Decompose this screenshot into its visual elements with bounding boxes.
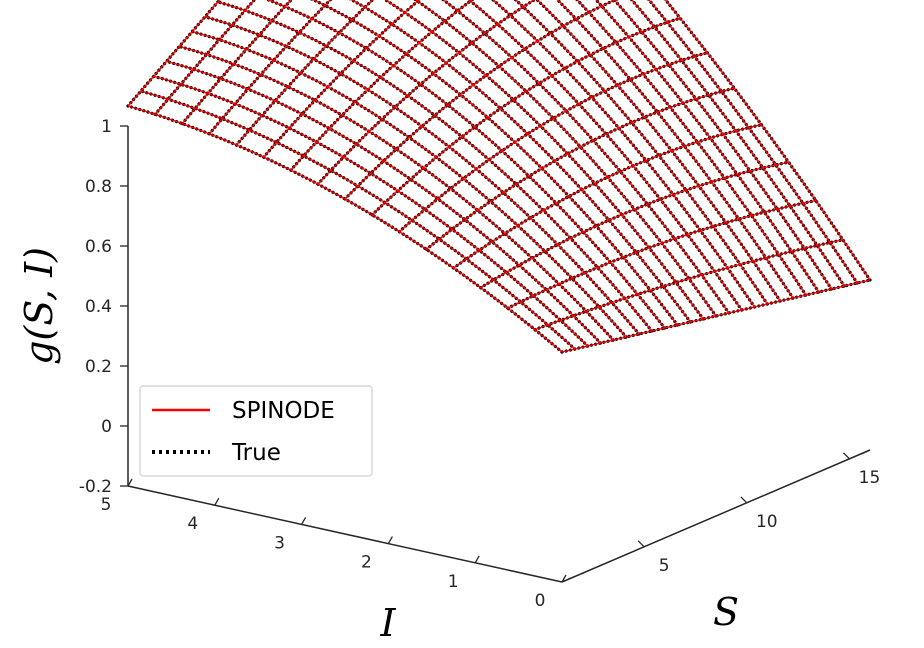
i-ticks: 0 1 2 3 4 5 xyxy=(101,478,567,611)
true-mesh-line-i xyxy=(506,198,818,310)
i-tick-mark xyxy=(127,478,133,487)
spinode-mesh-line-i xyxy=(290,0,473,171)
z-tick-label: 0.4 xyxy=(85,297,112,317)
legend-box xyxy=(139,385,373,477)
s-tick-label: 15 xyxy=(859,468,881,488)
spinode-mesh-line-i xyxy=(317,0,536,185)
true-mesh-line-i xyxy=(533,238,845,332)
spinode-mesh-line-i xyxy=(398,52,708,233)
spinode-mesh-line-s xyxy=(648,0,858,284)
i-tick-label: 3 xyxy=(274,533,285,553)
true-mesh-line-s xyxy=(177,44,615,342)
legend-label-spinode: SPINODE xyxy=(232,398,335,424)
true-mesh-line-s xyxy=(575,0,808,297)
series-true-surface xyxy=(126,0,872,354)
spinode-mesh-line-i xyxy=(208,0,332,135)
true-mesh-line-s xyxy=(126,104,564,354)
spinode-mesh-line-i xyxy=(480,161,789,289)
s-tick-mark xyxy=(740,496,748,504)
spinode-mesh-line-i xyxy=(181,0,292,125)
s-ticks: 5 10 15 xyxy=(637,452,881,576)
s-axis-label: S xyxy=(713,590,739,634)
spinode-mesh-line-s xyxy=(127,105,563,353)
i-tick-mark xyxy=(474,555,480,564)
spinode-mesh-line-i xyxy=(534,239,844,331)
true-mesh-line-s xyxy=(348,0,692,324)
s-tick-label: 10 xyxy=(756,512,778,532)
spinode-mesh-line-s xyxy=(350,0,691,323)
s-tick-mark xyxy=(843,452,850,460)
spinode-mesh-line-i xyxy=(127,0,221,107)
i-axis-line xyxy=(127,485,563,583)
i-tick-mark xyxy=(301,517,307,525)
spinode-mesh-line-s xyxy=(664,0,871,281)
i-tick-label: 1 xyxy=(448,572,459,592)
spinode-mesh-line-i xyxy=(263,0,421,158)
i-tick-label: 5 xyxy=(101,495,112,515)
series-spinode-surface xyxy=(127,0,871,353)
s-tick-mark xyxy=(637,540,645,548)
i-tick-label: 4 xyxy=(187,514,198,534)
i-tick-mark xyxy=(387,536,393,544)
true-mesh-line-s xyxy=(629,0,846,288)
z-tick-label: 0 xyxy=(101,417,112,437)
z-tick-label: -0.2 xyxy=(79,477,112,497)
true-mesh-line-s xyxy=(646,0,859,285)
spinode-mesh-line-i xyxy=(236,0,374,146)
i-tick-mark xyxy=(214,497,220,506)
spinode-mesh-line-i xyxy=(507,199,816,309)
spinode-mesh-line-s xyxy=(179,45,614,341)
spinode-mesh-line-i xyxy=(154,0,256,115)
legend: SPINODE True xyxy=(139,385,373,477)
i-tick-mark xyxy=(561,574,567,583)
legend-label-true: True xyxy=(231,440,281,466)
z-tick-label: 1 xyxy=(101,117,112,137)
spinode-mesh-line-i xyxy=(561,279,871,353)
z-tick-label: 0.8 xyxy=(85,177,112,197)
true-mesh-line-s xyxy=(663,0,872,282)
spinode-mesh-line-s xyxy=(631,0,845,287)
i-tick-label: 2 xyxy=(361,553,372,573)
s-axis-line xyxy=(561,449,871,583)
spinode-mesh-line-i xyxy=(371,17,681,216)
spinode-mesh-line-s xyxy=(576,0,807,296)
i-tick-label: 0 xyxy=(535,591,546,611)
i-axis-label: I xyxy=(379,601,396,645)
z-ticks: -0.2 0 0.2 0.4 0.6 0.8 1 xyxy=(79,117,128,497)
spinode-mesh-line-i xyxy=(344,0,617,200)
z-tick-label: 0.2 xyxy=(85,357,112,377)
spinode-mesh-line-i xyxy=(453,124,762,269)
spinode-mesh-line-i xyxy=(425,87,735,250)
z-tick-label: 0.6 xyxy=(85,237,112,257)
z-axis-label: g(S, I) xyxy=(17,247,61,365)
s-tick-label: 5 xyxy=(659,556,670,576)
